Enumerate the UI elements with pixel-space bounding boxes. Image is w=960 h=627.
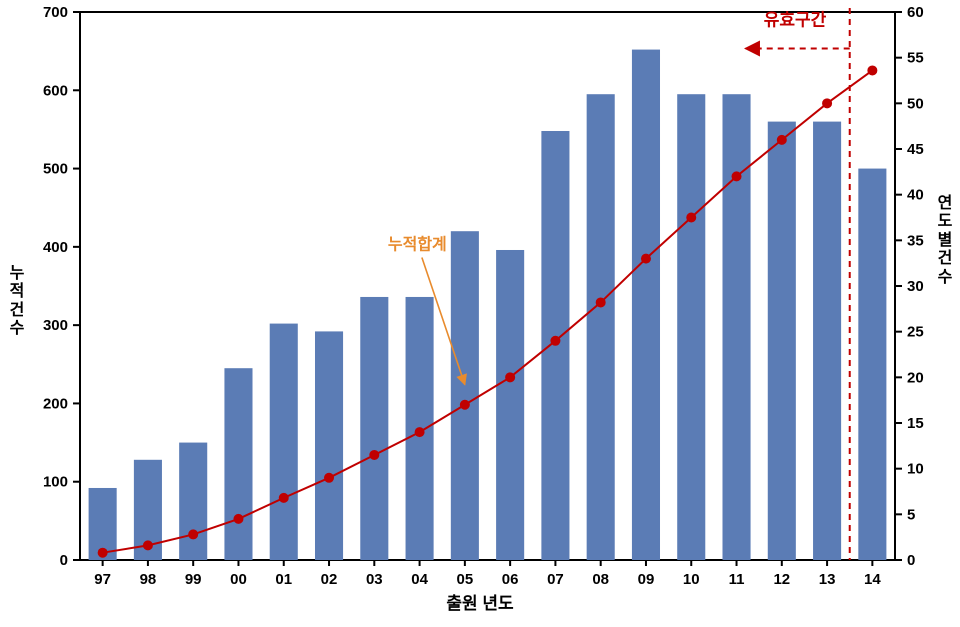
y-left-tick-label: 400 — [43, 239, 68, 256]
line-marker — [550, 336, 560, 346]
line-marker — [596, 297, 606, 307]
x-tick-label: 03 — [366, 571, 383, 588]
y-right-tick-label: 20 — [907, 369, 924, 386]
bar — [451, 231, 479, 560]
line-marker — [867, 65, 877, 75]
x-tick-label: 13 — [819, 571, 836, 588]
chart-container: 0100200300400500600700051015202530354045… — [0, 0, 960, 622]
y-right-tick-label: 45 — [907, 141, 924, 158]
y-right-tick-label: 40 — [907, 187, 924, 204]
bar — [496, 250, 524, 560]
y-left-axis-title: 누적건수 — [8, 265, 26, 339]
bar — [270, 324, 298, 560]
x-tick-label: 05 — [457, 571, 474, 588]
line-marker — [505, 372, 515, 382]
x-tick-label: 00 — [230, 571, 247, 588]
y-left-tick-label: 700 — [43, 4, 68, 21]
line-marker — [188, 529, 198, 539]
x-tick-label: 08 — [592, 571, 609, 588]
y-right-tick-label: 50 — [907, 95, 924, 112]
bar — [360, 297, 388, 560]
y-right-tick-label: 0 — [907, 552, 915, 569]
y-right-tick-label: 60 — [907, 4, 924, 21]
line-marker — [279, 493, 289, 503]
bar — [768, 122, 796, 560]
x-tick-label: 07 — [547, 571, 564, 588]
x-tick-label: 09 — [638, 571, 655, 588]
y-right-tick-label: 55 — [907, 50, 924, 67]
y-right-axis-title: 연도별건수 — [936, 195, 954, 287]
cumulative-line — [103, 70, 873, 552]
bar — [587, 94, 615, 560]
y-right-tick-label: 25 — [907, 324, 924, 341]
line-marker — [98, 548, 108, 558]
line-marker — [369, 450, 379, 460]
y-left-tick-label: 300 — [43, 317, 68, 334]
y-right-tick-label: 35 — [907, 232, 924, 249]
y-left-tick-label: 200 — [43, 395, 68, 412]
x-tick-label: 98 — [140, 571, 157, 588]
x-tick-label: 14 — [864, 571, 881, 588]
line-marker — [143, 540, 153, 550]
y-left-tick-label: 100 — [43, 474, 68, 491]
x-tick-label: 10 — [683, 571, 700, 588]
line-marker — [233, 514, 243, 524]
y-right-tick-label: 10 — [907, 461, 924, 478]
line-marker — [732, 171, 742, 181]
bar — [632, 50, 660, 560]
bar — [677, 94, 705, 560]
bar — [858, 169, 886, 560]
bar — [722, 94, 750, 560]
x-tick-label: 99 — [185, 571, 202, 588]
x-axis-title: 출원 년도 — [0, 589, 960, 614]
annotation-cumulative-label: 누적합계 — [388, 234, 447, 253]
y-right-tick-label: 5 — [907, 506, 915, 523]
line-marker — [686, 213, 696, 223]
x-tick-label: 12 — [773, 571, 790, 588]
y-right-tick-label: 30 — [907, 278, 924, 295]
x-tick-label: 11 — [729, 571, 745, 588]
y-left-tick-label: 600 — [43, 82, 68, 99]
x-tick-label: 97 — [94, 571, 111, 588]
y-left-tick-label: 0 — [60, 552, 68, 569]
x-tick-label: 01 — [275, 571, 292, 588]
x-tick-label: 06 — [502, 571, 519, 588]
x-tick-label: 04 — [411, 571, 428, 588]
bar — [179, 443, 207, 560]
chart-svg: 0100200300400500600700051015202530354045… — [0, 0, 960, 622]
bar — [224, 368, 252, 560]
y-right-tick-label: 15 — [907, 415, 924, 432]
line-marker — [777, 135, 787, 145]
annotation-valid-range-label: 유효구간 — [764, 11, 827, 30]
line-marker — [324, 473, 334, 483]
bar — [813, 122, 841, 560]
bar — [315, 331, 343, 560]
line-marker — [415, 427, 425, 437]
line-marker — [460, 400, 470, 410]
line-marker — [822, 98, 832, 108]
y-left-tick-label: 500 — [43, 161, 68, 178]
line-marker — [641, 254, 651, 264]
x-tick-label: 02 — [321, 571, 338, 588]
